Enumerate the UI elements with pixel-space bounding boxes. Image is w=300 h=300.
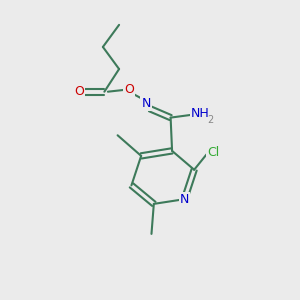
Text: O: O — [74, 85, 84, 98]
Text: O: O — [124, 82, 134, 95]
Text: 2: 2 — [207, 115, 213, 125]
Text: N: N — [180, 193, 189, 206]
Text: Cl: Cl — [207, 146, 219, 159]
Text: NH: NH — [191, 107, 209, 120]
Text: N: N — [142, 97, 151, 110]
